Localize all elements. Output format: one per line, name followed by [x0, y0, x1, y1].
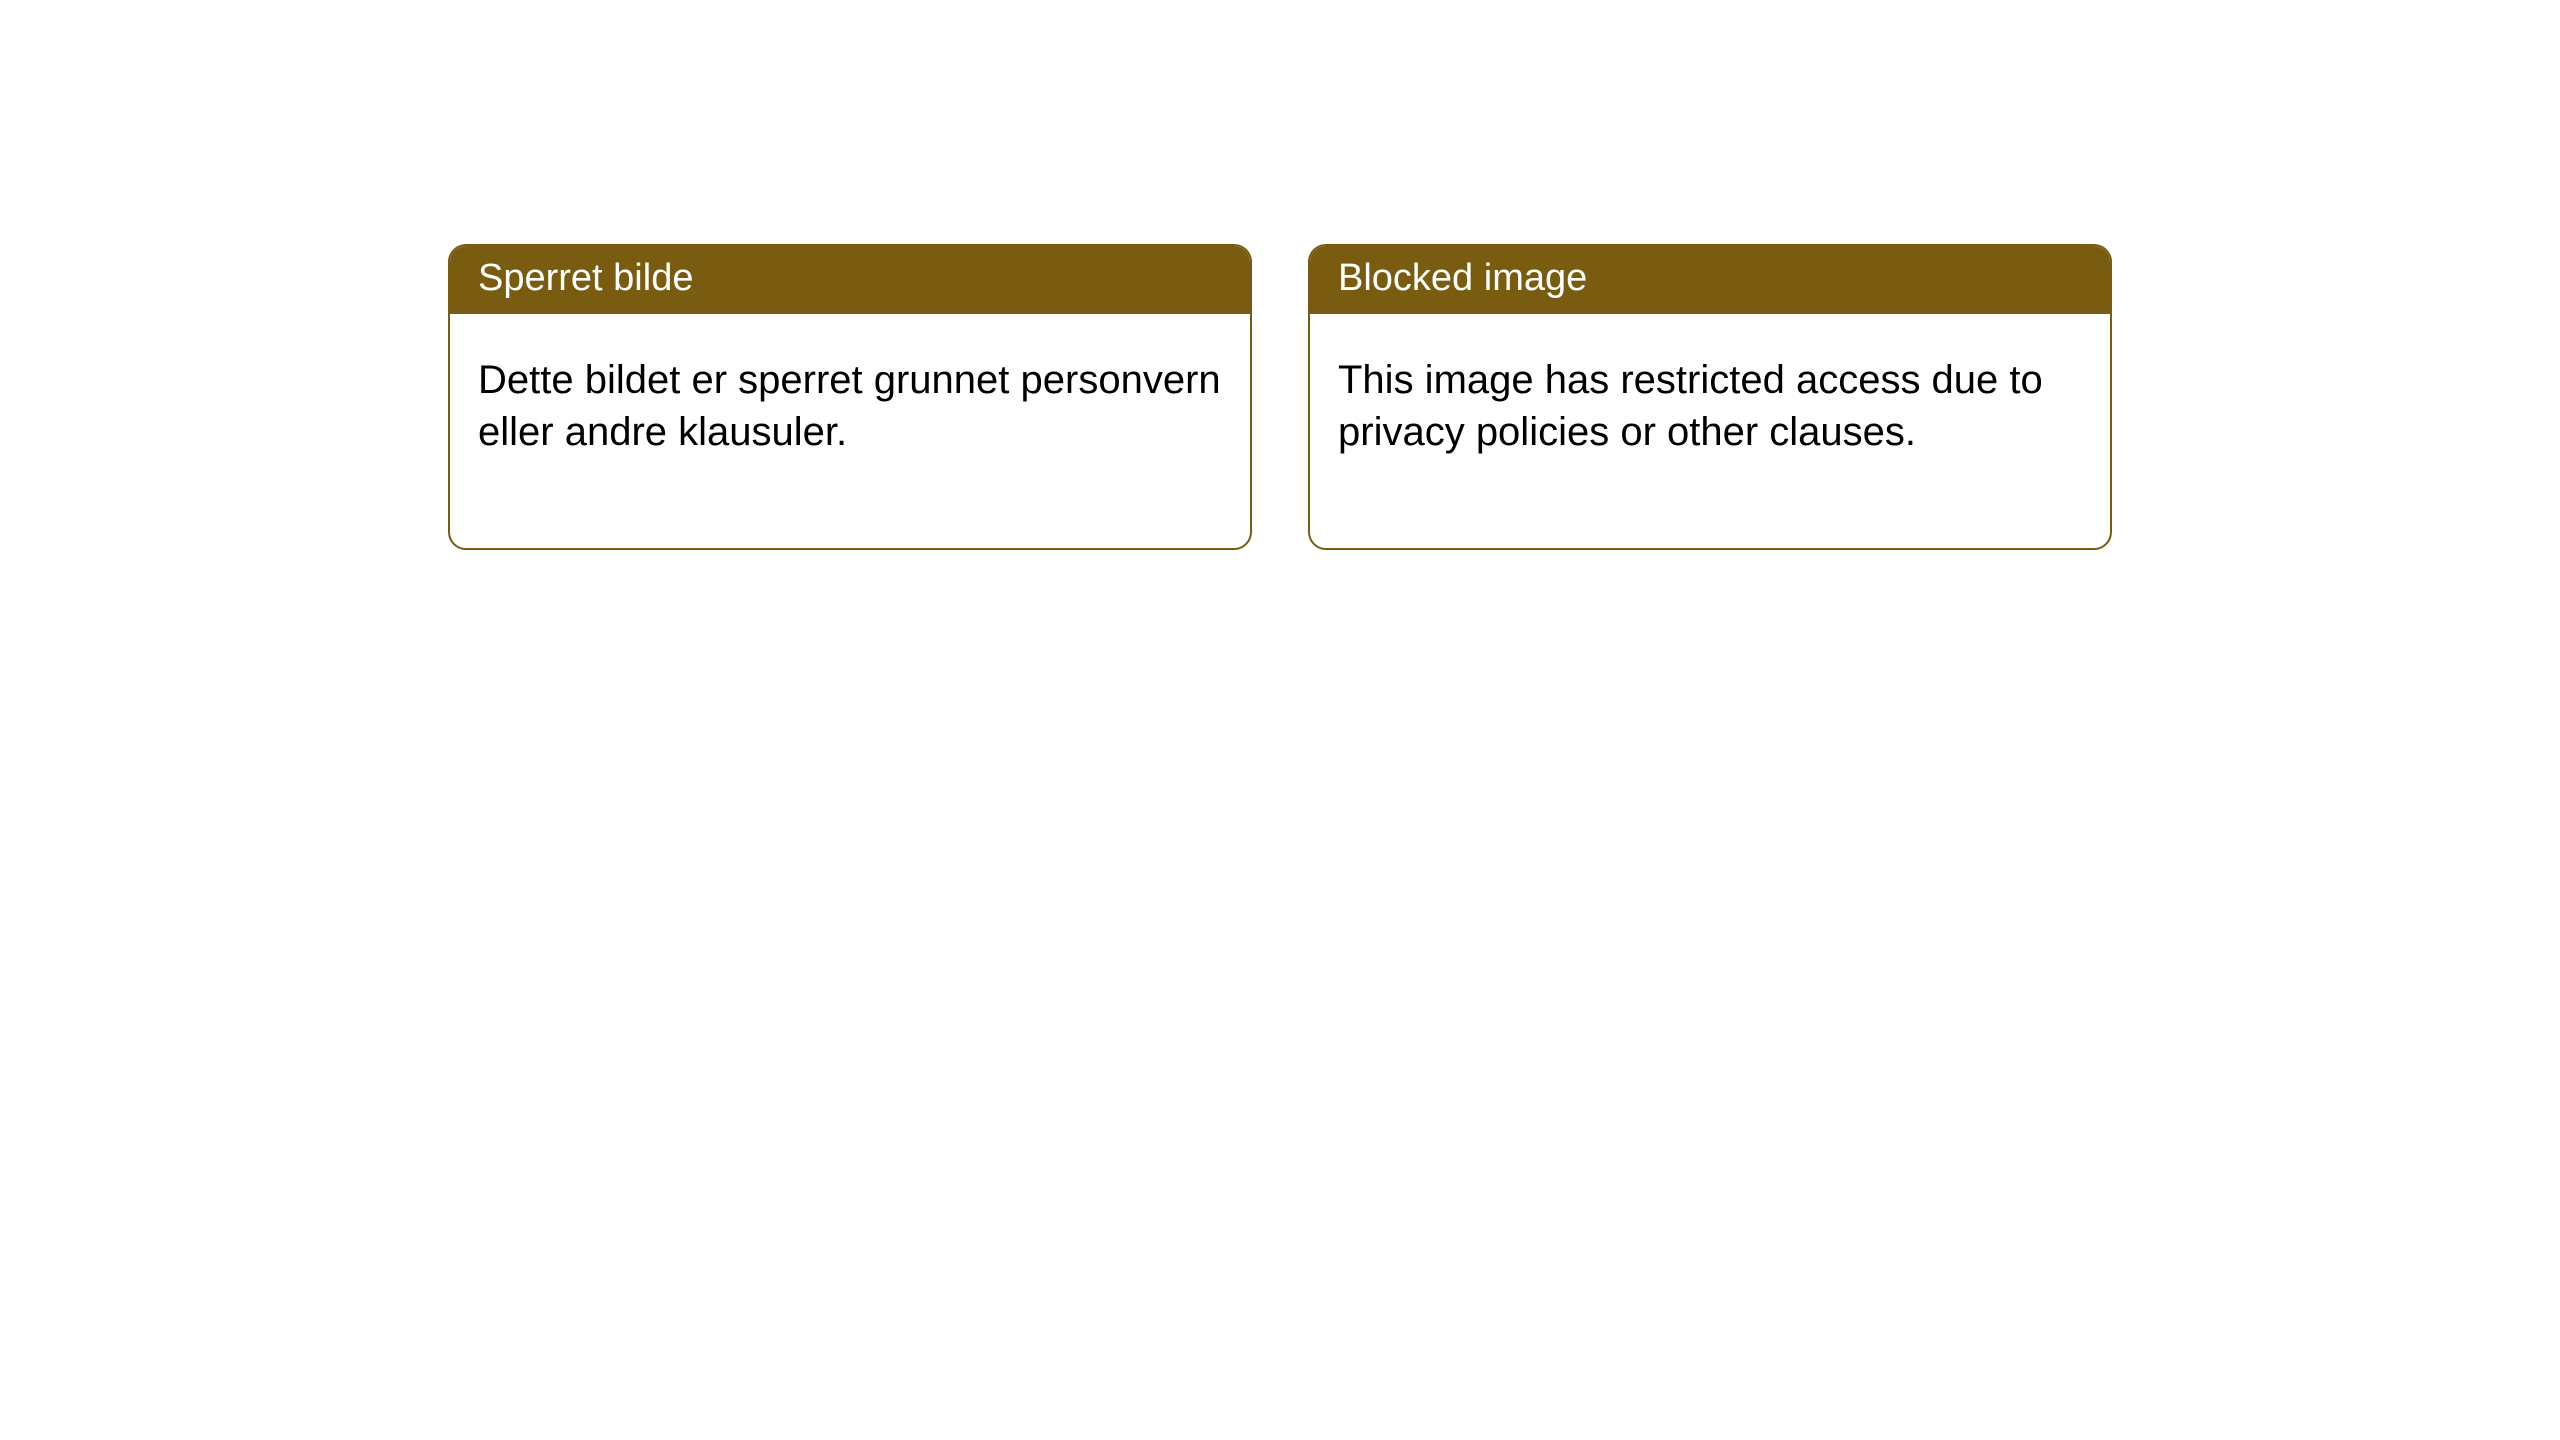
notice-header: Blocked image: [1310, 246, 2110, 314]
notice-container: Sperret bilde Dette bildet er sperret gr…: [0, 0, 2560, 550]
notice-card-norwegian: Sperret bilde Dette bildet er sperret gr…: [448, 244, 1252, 550]
notice-body: This image has restricted access due to …: [1310, 314, 2110, 548]
notice-header: Sperret bilde: [450, 246, 1250, 314]
notice-body: Dette bildet er sperret grunnet personve…: [450, 314, 1250, 548]
notice-card-english: Blocked image This image has restricted …: [1308, 244, 2112, 550]
